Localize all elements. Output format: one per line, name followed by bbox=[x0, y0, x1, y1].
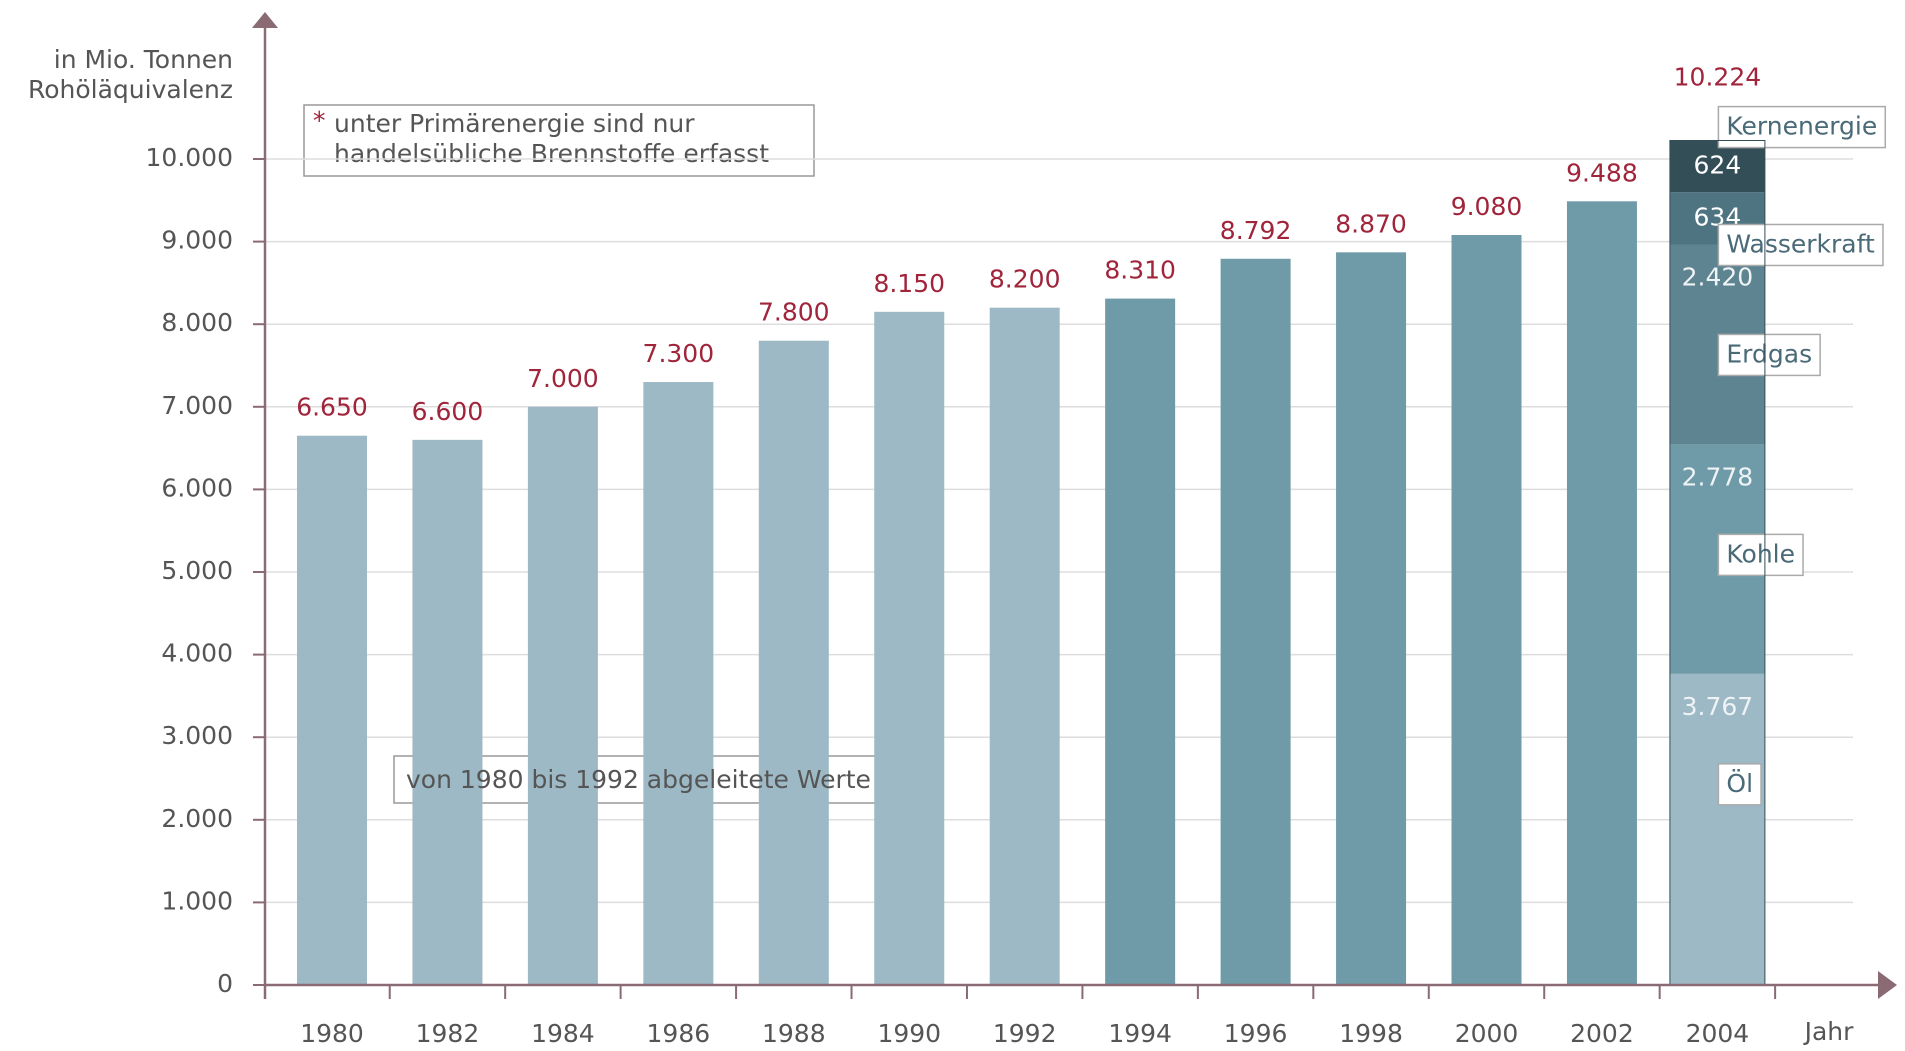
x-tick-label: 1994 bbox=[1108, 1019, 1172, 1048]
value-label: 6.650 bbox=[296, 393, 368, 422]
value-label: 8.200 bbox=[989, 265, 1061, 294]
bar bbox=[874, 311, 945, 985]
y-tick-label: 2.000 bbox=[161, 804, 233, 833]
note-box bbox=[303, 104, 815, 177]
segment-name-box bbox=[1717, 223, 1884, 267]
y-tick-label: 3.000 bbox=[161, 721, 233, 750]
legend-label: Wasserkraft bbox=[1726, 229, 1875, 258]
bar-segment bbox=[1669, 673, 1765, 985]
x-axis-arrow bbox=[1878, 971, 1897, 999]
segment-name-box bbox=[1717, 533, 1804, 577]
bar bbox=[1566, 201, 1637, 985]
bar bbox=[412, 439, 483, 986]
legend-label: Kohle bbox=[1726, 539, 1795, 568]
x-tick-label: 2000 bbox=[1455, 1019, 1519, 1048]
legend-label: Erdgas bbox=[1726, 339, 1812, 368]
value-label: 6.600 bbox=[412, 397, 484, 426]
legend-label: Kernenergie bbox=[1726, 112, 1877, 141]
bar bbox=[527, 406, 598, 985]
value-label: 8.150 bbox=[873, 269, 945, 298]
note-line: handelsübliche Brennstoffe erfasst bbox=[334, 139, 769, 168]
x-tick-label: 2002 bbox=[1570, 1019, 1634, 1048]
x-tick-label: 1980 bbox=[300, 1019, 364, 1048]
x-tick-label: 1998 bbox=[1339, 1019, 1403, 1048]
segment-value-label: 624 bbox=[1694, 150, 1742, 179]
x-tick-label: 2004 bbox=[1686, 1019, 1750, 1048]
y-axis-arrow bbox=[252, 12, 278, 28]
x-tick-label: 1990 bbox=[877, 1019, 941, 1048]
segment-value-label: 2.420 bbox=[1682, 262, 1754, 291]
y-tick-label: 5.000 bbox=[161, 556, 233, 585]
note-line: unter Primärenergie sind nur bbox=[334, 109, 695, 138]
x-tick-label: 1988 bbox=[762, 1019, 826, 1048]
value-label: 8.870 bbox=[1335, 209, 1407, 238]
y-tick-label: 10.000 bbox=[146, 143, 233, 172]
y-axis-label: Rohöläquivalenz bbox=[28, 75, 233, 104]
bar bbox=[297, 435, 367, 986]
value-label: 7.000 bbox=[527, 364, 599, 393]
value-label: 9.080 bbox=[1451, 192, 1523, 221]
bar bbox=[643, 382, 714, 985]
segment-value-label: 2.778 bbox=[1682, 462, 1754, 491]
bar bbox=[758, 340, 829, 986]
segment-name-box bbox=[1717, 333, 1821, 377]
y-tick-label: 0 bbox=[217, 969, 233, 998]
bar-segment bbox=[1669, 140, 1765, 193]
segment-value-label: 3.767 bbox=[1682, 692, 1754, 721]
x-axis-label: Jahr bbox=[1803, 1017, 1855, 1046]
x-tick-label: 1982 bbox=[416, 1019, 480, 1048]
value-label: 10.224 bbox=[1674, 62, 1761, 91]
value-label: 7.800 bbox=[758, 298, 830, 327]
x-tick-label: 1992 bbox=[993, 1019, 1057, 1048]
annotation: von 1980 bis 1992 abgeleitete Werte bbox=[406, 765, 871, 794]
x-tick-label: 1986 bbox=[647, 1019, 711, 1048]
value-label: 9.488 bbox=[1566, 158, 1638, 187]
bar bbox=[989, 307, 1060, 985]
y-tick-label: 8.000 bbox=[161, 308, 233, 337]
value-label: 7.300 bbox=[643, 339, 715, 368]
segment-name-box bbox=[1717, 763, 1762, 806]
note-marker: * bbox=[313, 106, 326, 135]
bar bbox=[1220, 258, 1291, 986]
y-tick-label: 6.000 bbox=[161, 473, 233, 502]
x-tick-label: 1996 bbox=[1224, 1019, 1288, 1048]
bar bbox=[1336, 252, 1407, 985]
value-label: 8.792 bbox=[1220, 216, 1292, 245]
y-tick-label: 1.000 bbox=[161, 886, 233, 915]
y-tick-label: 9.000 bbox=[161, 226, 233, 255]
y-tick-label: 4.000 bbox=[161, 639, 233, 668]
bar bbox=[1105, 298, 1176, 985]
x-tick-label: 1984 bbox=[531, 1019, 595, 1048]
y-tick-label: 7.000 bbox=[161, 391, 233, 420]
y-axis-label: in Mio. Tonnen bbox=[54, 45, 233, 74]
bar bbox=[1451, 234, 1522, 985]
legend-label: Öl bbox=[1726, 769, 1753, 798]
value-label: 8.310 bbox=[1104, 256, 1176, 285]
